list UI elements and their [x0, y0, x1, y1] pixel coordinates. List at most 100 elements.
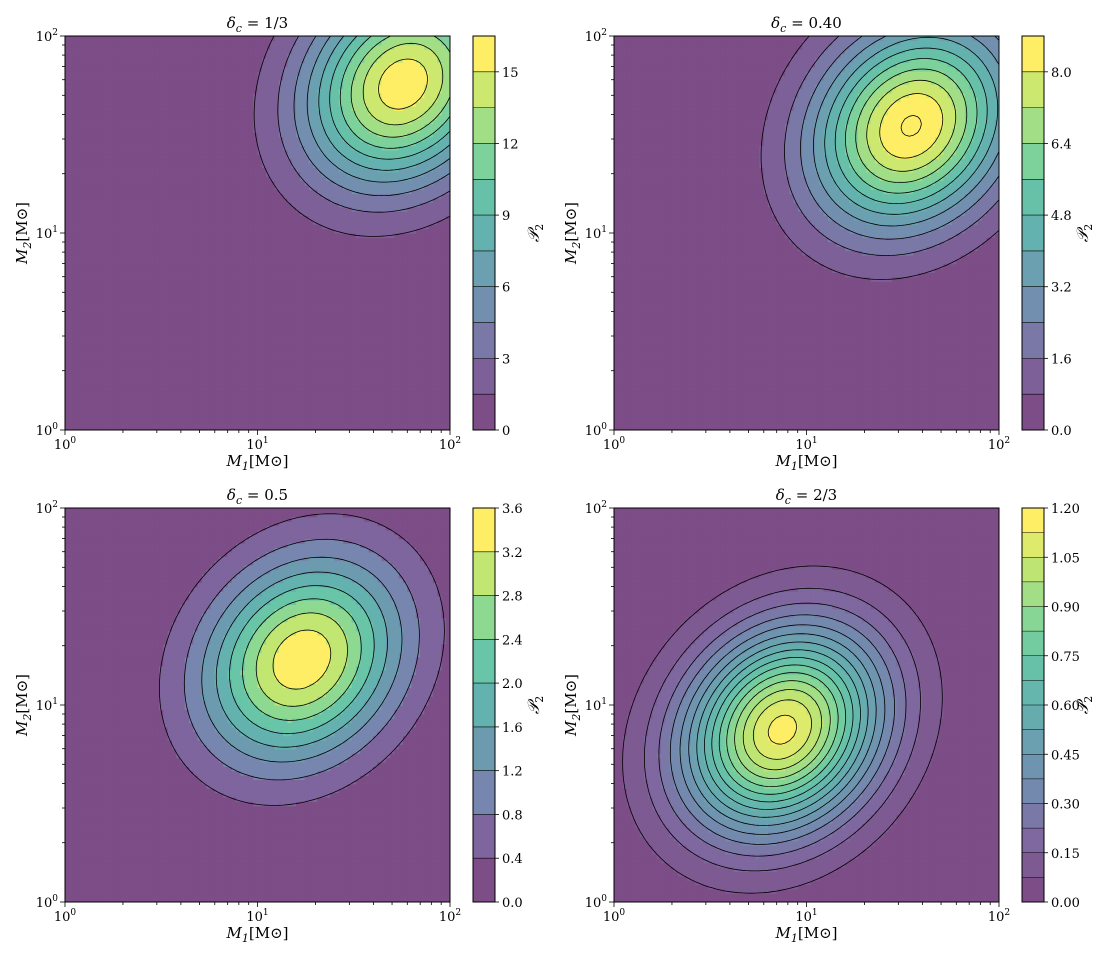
contour-cell [411, 281, 417, 287]
contour-cell [377, 390, 383, 396]
contour-cell [146, 386, 152, 392]
contour-cell [86, 303, 92, 309]
contour-cell [231, 298, 237, 304]
contour-cell [330, 421, 336, 427]
contour-cell [73, 250, 79, 256]
contour-cell [291, 272, 297, 278]
contour-cell [210, 394, 216, 400]
contour-cell [313, 320, 318, 326]
contour-cell [120, 237, 126, 243]
contour-cell [441, 320, 447, 326]
contour-cell [266, 425, 271, 430]
contour-cell [402, 403, 408, 409]
contour-cell [137, 254, 143, 260]
contour-cell [347, 381, 353, 387]
contour-cell [368, 241, 374, 247]
contour-cell [120, 408, 126, 414]
contour-cell [163, 285, 169, 291]
contour-cell [253, 359, 259, 365]
contour-cell [385, 197, 391, 203]
contour-cell [321, 377, 327, 383]
contour-cell [154, 338, 160, 344]
contour-cell [137, 241, 143, 247]
contour-cell [334, 364, 340, 370]
contour-cell [291, 364, 297, 370]
contour-cell [206, 403, 212, 409]
contour-cell [330, 324, 336, 330]
contour-cell [171, 403, 177, 409]
contour-cell [163, 346, 169, 352]
contour-cell [167, 316, 173, 322]
contour-cell [296, 338, 301, 344]
contour-cell [402, 342, 408, 348]
contour-cell [313, 329, 318, 335]
contour-cell [103, 390, 109, 396]
contour-cell [437, 289, 443, 295]
contour-cell [193, 329, 199, 335]
contour-cell [317, 342, 323, 348]
contour-cell [300, 399, 306, 405]
contour-cell [437, 355, 443, 361]
contour-cell [129, 246, 135, 252]
contour-cell [351, 289, 357, 295]
contour-cell [347, 421, 353, 427]
contour-cell [270, 342, 276, 348]
contour-cell [124, 342, 130, 348]
contour-cell [278, 316, 284, 322]
contour-cell [321, 263, 327, 269]
contour-cell [296, 241, 301, 247]
contour-cell [112, 329, 117, 335]
contour-cell [116, 228, 122, 234]
contour-cell [424, 421, 430, 427]
contour-cell [248, 224, 254, 230]
contour-cell [180, 254, 186, 260]
contour-cell [65, 197, 70, 203]
contour-cell [377, 294, 383, 300]
contour-cell [133, 412, 139, 418]
contour-cell [257, 351, 263, 357]
contour-cell [107, 351, 113, 357]
contour-cell [411, 364, 417, 370]
contour-cell [355, 254, 361, 260]
contour-cell [394, 338, 400, 344]
contour-cell [86, 359, 92, 365]
contour-cell [428, 298, 434, 304]
contour-cell [407, 254, 413, 260]
contour-cell [330, 412, 336, 418]
contour-cell [360, 377, 366, 383]
contour-cell [163, 263, 169, 269]
contour-cell [248, 281, 254, 287]
contour-cell [308, 281, 314, 287]
contour-cell [163, 381, 169, 387]
contour-cell [77, 390, 83, 396]
contour-cell [227, 386, 233, 392]
contour-cell [201, 416, 207, 422]
contour-cell [428, 263, 434, 269]
contour-cell [112, 289, 117, 295]
contour-cell [201, 359, 207, 365]
contour-cell [317, 215, 323, 221]
contour-cell [334, 416, 340, 422]
contour-cell [360, 364, 366, 370]
contour-cell [99, 351, 105, 357]
contour-cell [73, 338, 79, 344]
contour-cell [253, 268, 259, 273]
contour-cell [244, 272, 250, 278]
contour-cell [248, 254, 254, 260]
contour-cell [428, 307, 434, 313]
contour-cell [176, 394, 182, 400]
contour-cell [244, 359, 250, 365]
contour-cell [317, 373, 323, 379]
contour-cell [257, 224, 263, 230]
contour-cell [244, 246, 250, 252]
contour-cell [325, 250, 331, 256]
contour-cell [415, 298, 421, 304]
contour-cell [261, 425, 267, 430]
contour-cell [137, 346, 143, 352]
contour-cell [394, 329, 400, 335]
contour-cell [420, 412, 425, 418]
contour-cell [394, 416, 400, 422]
contour-cell [343, 408, 348, 414]
contour-cell [296, 211, 301, 217]
contour-cell [142, 276, 147, 282]
